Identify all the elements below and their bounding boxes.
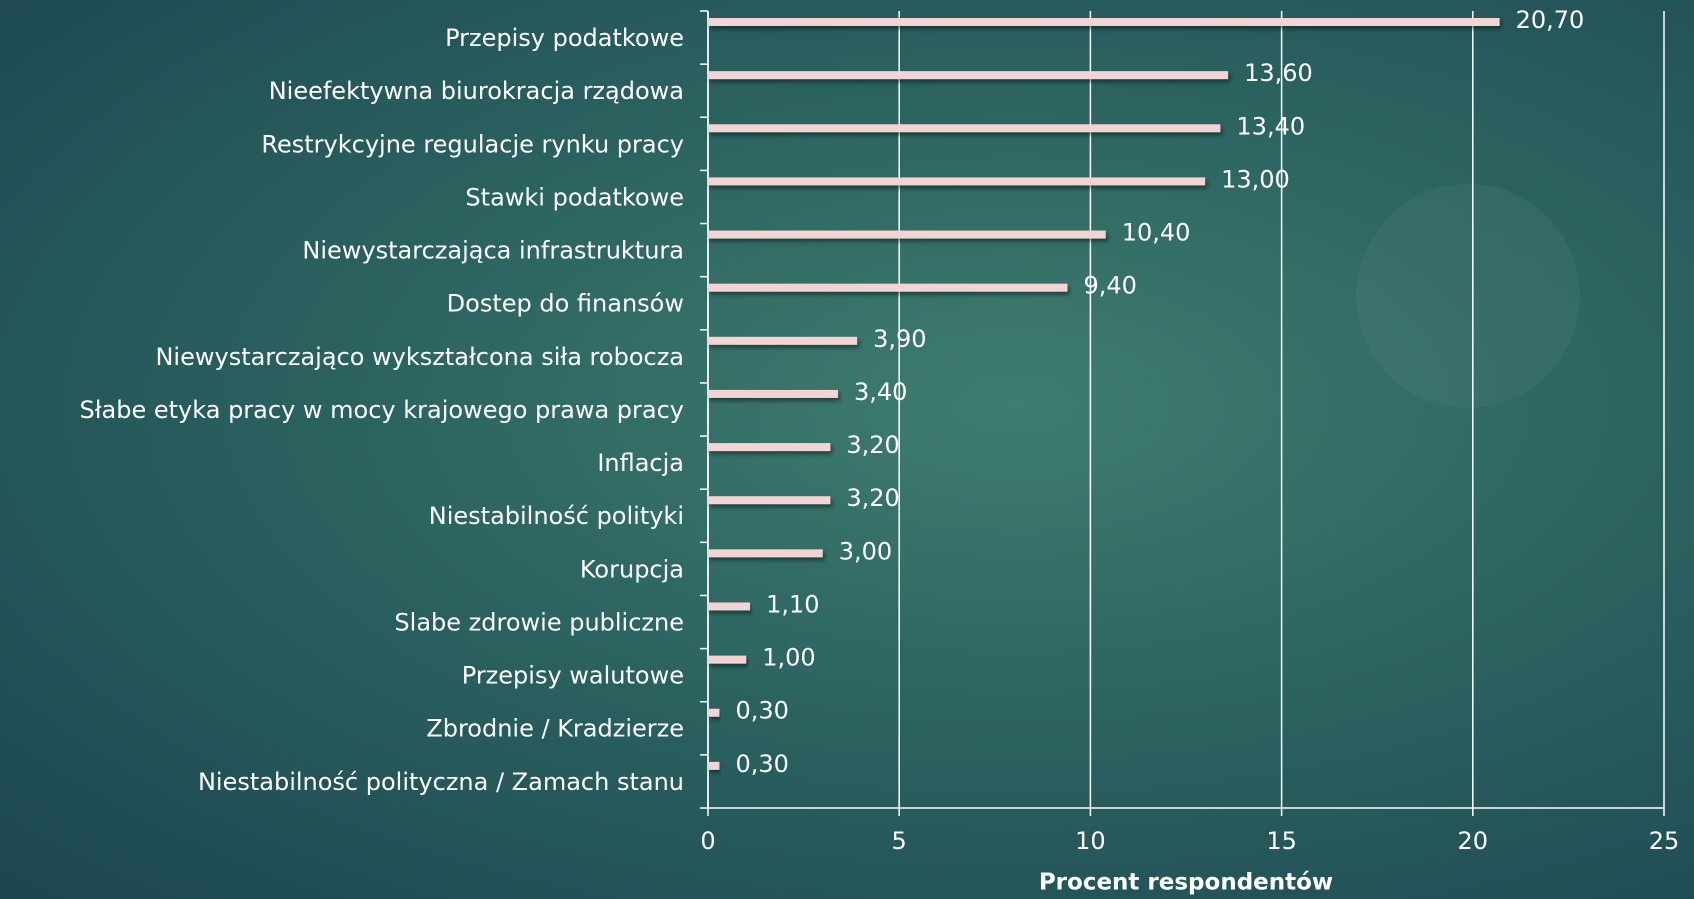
bar [708, 336, 858, 345]
x-tick-label: 5 [892, 827, 907, 855]
y-tick-label: Nieefektywna biurokracja rządowa [269, 77, 684, 105]
y-tick-label: Restrykcyjne regulacje rynku pracy [261, 130, 684, 158]
decor-circle [1356, 184, 1580, 408]
value-label: 20,70 [1516, 6, 1585, 34]
x-tick-label: 0 [700, 827, 715, 855]
y-tick-label: Dostep do finansów [447, 290, 684, 318]
bar [708, 230, 1106, 239]
bar [708, 71, 1229, 80]
bar [708, 124, 1221, 133]
bar [708, 283, 1068, 292]
y-tick-label: Inflacja [597, 449, 684, 477]
y-tick-label: Stawki podatkowe [465, 183, 684, 211]
value-label: 13,60 [1244, 59, 1313, 87]
y-tick-label: Niewystarczająca infrastruktura [302, 237, 684, 265]
bar [708, 18, 1500, 26]
bar [708, 443, 831, 452]
value-label: 10,40 [1122, 219, 1191, 247]
y-tick-label: Przepisy podatkowe [445, 24, 684, 52]
value-label: 13,40 [1236, 112, 1305, 140]
bar [708, 389, 839, 398]
y-tick-label: Zbrodnie / Kradzierze [426, 715, 684, 743]
bar [708, 655, 747, 664]
x-tick-label: 20 [1458, 827, 1489, 855]
value-label: 0,30 [735, 697, 788, 725]
value-label: 3,90 [873, 325, 926, 353]
y-tick-label: Przepisy walutowe [462, 662, 684, 690]
y-tick-label: Niestabilność polityki [429, 502, 684, 530]
value-label: 3,40 [854, 378, 907, 406]
bar [708, 177, 1206, 186]
x-tick-label: 25 [1649, 827, 1680, 855]
y-tick-label: Niewystarczająco wykształcona siła roboc… [155, 343, 684, 371]
value-label: 1,00 [762, 644, 815, 672]
y-tick-label: Słabe etyka pracy w mocy krajowego prawa… [79, 396, 684, 424]
bar [708, 602, 751, 611]
bar [708, 549, 823, 558]
x-tick-label: 15 [1266, 827, 1297, 855]
value-label: 13,00 [1221, 165, 1290, 193]
y-tick-label: Korupcja [580, 555, 684, 583]
bar [708, 708, 720, 717]
value-label: 1,10 [766, 590, 819, 618]
value-label: 0,30 [735, 750, 788, 778]
value-label: 9,40 [1083, 272, 1136, 300]
value-label: 3,20 [846, 431, 899, 459]
x-axis-label: Procent respondentów [1039, 870, 1333, 896]
bar [708, 761, 720, 770]
value-label: 3,20 [846, 484, 899, 512]
y-tick-label: Niestabilność polityczna / Zamach stanu [198, 768, 684, 796]
value-label: 3,00 [839, 537, 892, 565]
bar [708, 496, 831, 505]
y-tick-label: Slabe zdrowie publiczne [394, 608, 684, 636]
x-tick-label: 10 [1075, 827, 1106, 855]
